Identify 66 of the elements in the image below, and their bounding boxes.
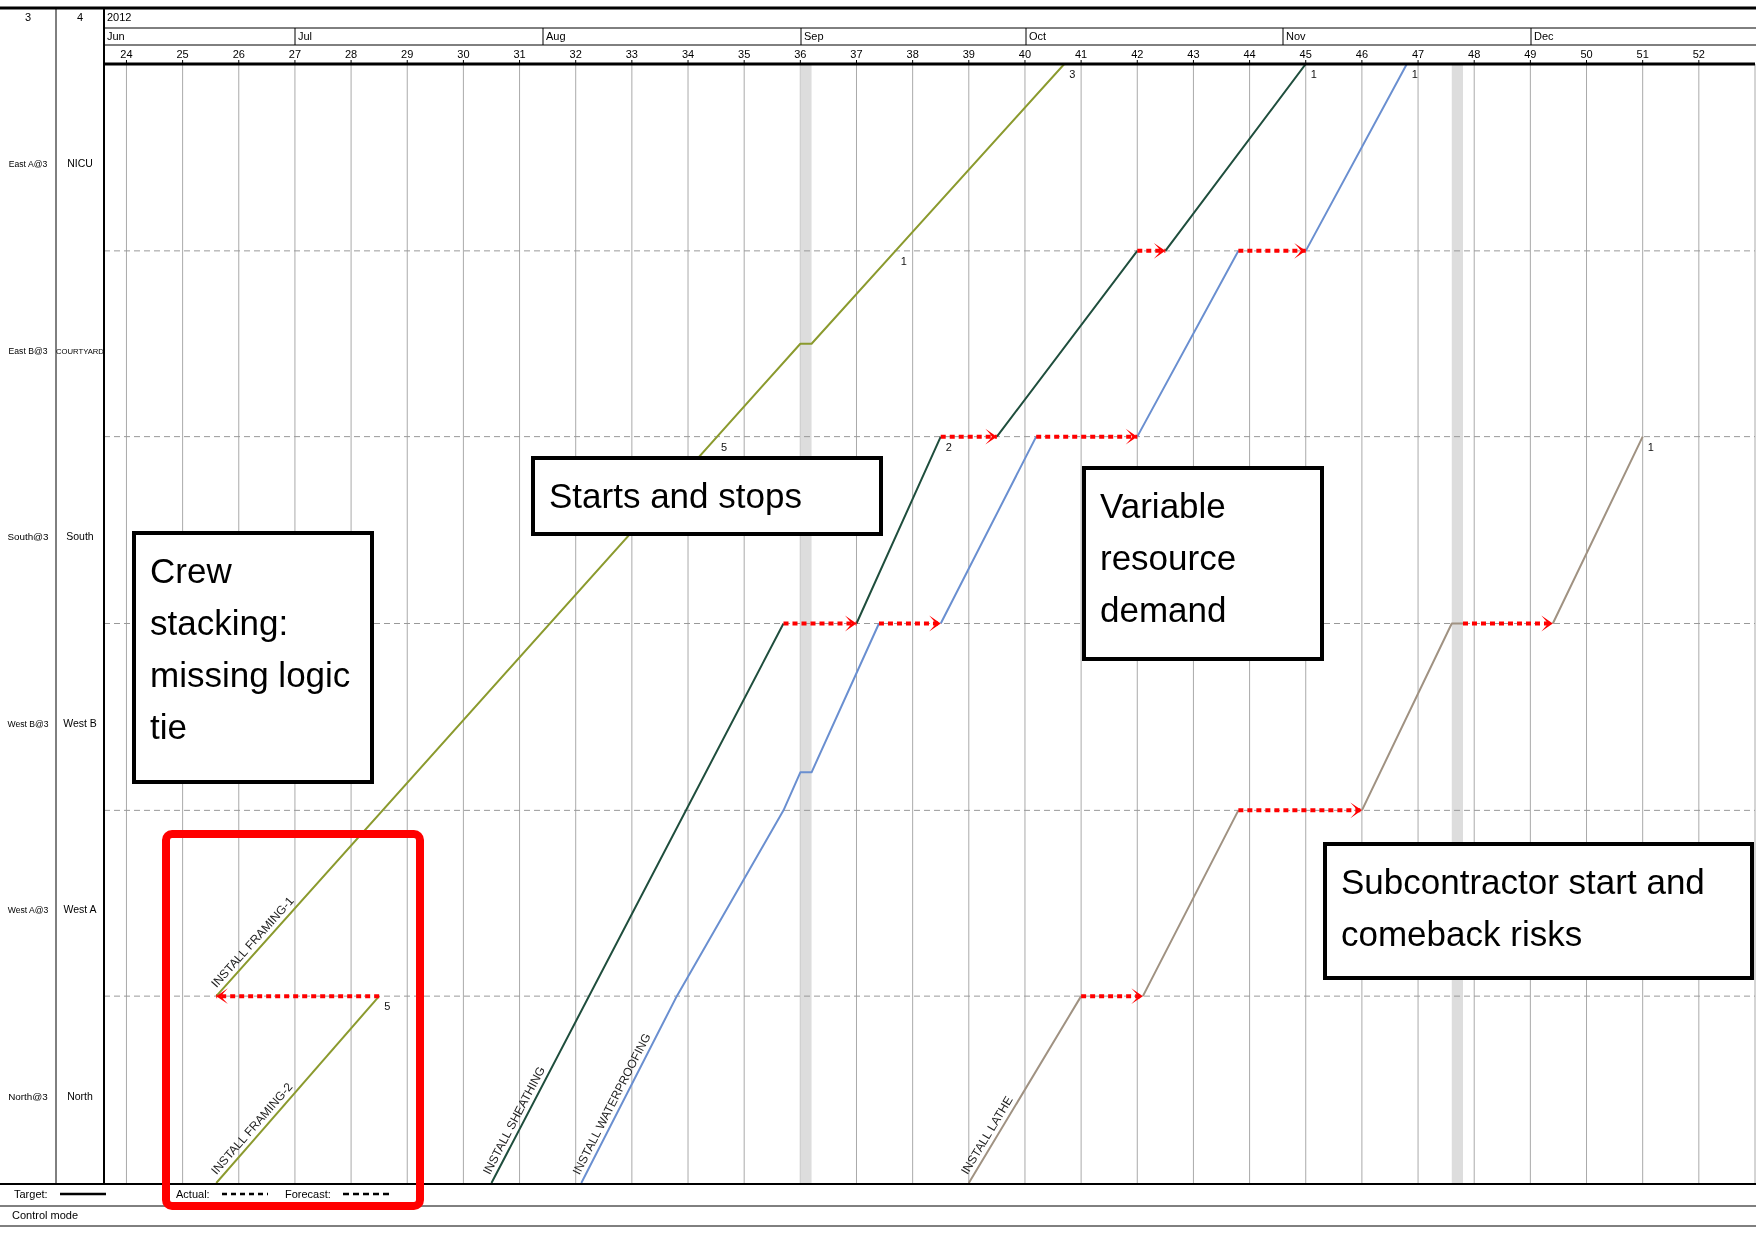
text: North bbox=[67, 1089, 93, 1102]
x-tick-label: 46 bbox=[1355, 48, 1369, 60]
x-tick-label: 25 bbox=[176, 48, 189, 60]
x-tick-label: 37 bbox=[850, 48, 863, 60]
x-tick-label: 42 bbox=[1131, 48, 1144, 60]
text: Forecast: bbox=[285, 1188, 331, 1200]
text: 3 bbox=[24, 11, 32, 23]
x-tick-label: 47 bbox=[1411, 48, 1425, 60]
x-tick-label: 50 bbox=[1580, 48, 1593, 60]
x-tick-label: 40 bbox=[1018, 48, 1032, 60]
x-tick-label: 52 bbox=[1692, 48, 1705, 60]
x-tick-label: 41 bbox=[1075, 48, 1088, 60]
x-tick-label: 30 bbox=[457, 48, 470, 60]
annotation: Starts and stops bbox=[531, 456, 883, 536]
x-tick-label: 44 bbox=[1243, 48, 1256, 60]
annotation: 1 bbox=[1411, 68, 1418, 80]
text: Actual: bbox=[176, 1188, 210, 1200]
annotation: 1 bbox=[1310, 68, 1317, 80]
text: Dec bbox=[1534, 30, 1555, 42]
text: Target: bbox=[14, 1188, 48, 1200]
text: West B bbox=[63, 716, 97, 729]
text: East A@3 bbox=[8, 159, 48, 170]
x-tick-label: 24 bbox=[120, 48, 133, 60]
annotation: 1 bbox=[1647, 440, 1654, 453]
text: 4 bbox=[76, 11, 84, 23]
x-tick-label: 32 bbox=[569, 48, 582, 60]
text: North@3 bbox=[8, 1090, 49, 1102]
text: NICU bbox=[67, 157, 93, 170]
text: Aug bbox=[546, 30, 566, 42]
annotation: 2 bbox=[945, 440, 952, 453]
x-tick-label: 49 bbox=[1524, 48, 1537, 60]
x-tick-label: 35 bbox=[738, 48, 751, 60]
x-tick-label: 43 bbox=[1187, 48, 1200, 60]
annotation: 5 bbox=[721, 440, 728, 453]
annotation: Variable resource demand bbox=[1082, 466, 1324, 661]
x-tick-label: 38 bbox=[906, 48, 919, 60]
x-tick-label: 48 bbox=[1468, 48, 1481, 60]
annotation: 5 bbox=[384, 1000, 391, 1013]
text: Control mode bbox=[12, 1209, 79, 1221]
x-tick-label: 36 bbox=[794, 48, 807, 60]
text: East B@3 bbox=[8, 345, 48, 356]
annotation: 3 bbox=[1069, 68, 1076, 80]
x-tick-label: 33 bbox=[625, 48, 638, 60]
x-tick-label: 27 bbox=[288, 48, 302, 60]
x-tick-label: 29 bbox=[401, 48, 414, 60]
x-tick-label: 39 bbox=[962, 48, 975, 60]
text: West A bbox=[63, 903, 97, 916]
text: Oct bbox=[1029, 30, 1047, 42]
x-tick-label: 34 bbox=[681, 48, 695, 60]
text: South bbox=[66, 530, 94, 543]
x-tick-label: 26 bbox=[232, 48, 245, 60]
text: Jul bbox=[298, 30, 313, 42]
text: Jun bbox=[107, 30, 125, 42]
annotation: Crew stacking: missing logic tie bbox=[132, 531, 374, 784]
x-tick-label: 51 bbox=[1636, 48, 1649, 60]
text: Nov bbox=[1286, 30, 1307, 42]
text: Sep bbox=[804, 30, 824, 42]
x-tick-label: 31 bbox=[513, 48, 526, 60]
text: West B@3 bbox=[7, 718, 49, 729]
x-tick-label: 45 bbox=[1299, 48, 1312, 60]
text: 2012 bbox=[107, 11, 132, 23]
annotation: Subcontractor start and comeback risks bbox=[1323, 842, 1754, 980]
text: West A@3 bbox=[7, 905, 49, 916]
x-tick-label: 28 bbox=[344, 48, 358, 60]
text: South@3 bbox=[7, 531, 50, 543]
annotation: 1 bbox=[900, 254, 907, 267]
